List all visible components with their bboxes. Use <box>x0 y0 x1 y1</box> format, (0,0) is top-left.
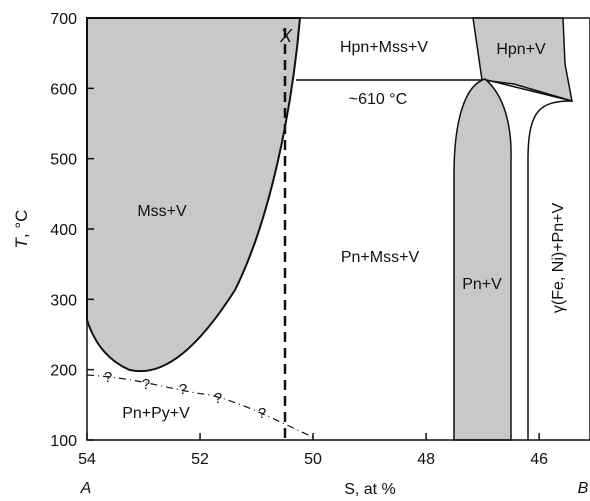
x-axis-label: S, at % <box>344 481 396 496</box>
line-pn-v-to-gamma <box>486 79 573 102</box>
temperature-610-label: ~610 °C <box>349 91 407 108</box>
region-label-hpn-v: Hpn+V <box>496 41 546 58</box>
x-tick-label: 48 <box>417 451 435 468</box>
x-axis-end-label-b: B <box>578 480 589 496</box>
region-mss-v-area <box>86 17 302 373</box>
region-pn-v-area <box>453 78 512 441</box>
x-axis-ticks: 54 52 50 48 46 <box>78 433 548 468</box>
line-gamma-boundary <box>527 100 573 440</box>
y-axis-label-symbol: T <box>12 236 31 248</box>
y-tick-label: 400 <box>50 222 77 239</box>
line-pn-py-boundary <box>86 374 316 439</box>
y-axis-label: T, °C <box>12 210 31 249</box>
region-label-pn-v: Pn+V <box>462 276 502 293</box>
x-tick-label: 46 <box>530 451 548 468</box>
y-axis-label-unit: , °C <box>12 210 31 239</box>
question-mark: ? <box>142 376 150 393</box>
x-tick-label: 50 <box>304 451 322 468</box>
region-label-gamma: γ(Fe, Ni)+Pn+V <box>550 203 567 314</box>
x-tick-label: 54 <box>78 451 96 468</box>
y-tick-label: 300 <box>50 292 77 309</box>
question-mark: ? <box>214 390 222 407</box>
y-tick-label: 700 <box>50 11 77 28</box>
x-axis-end-label-a: A <box>80 480 92 496</box>
region-label-pn-py-v: Pn+Py+V <box>122 405 190 422</box>
region-label-pn-mss-v: Pn+Mss+V <box>341 249 420 266</box>
y-tick-label: 100 <box>50 433 77 450</box>
y-tick-label: 500 <box>50 152 77 169</box>
question-mark: ? <box>179 381 187 398</box>
x-tick-label: 52 <box>191 451 209 468</box>
region-label-mss-v: Mss+V <box>137 203 187 220</box>
question-mark: ? <box>104 369 112 386</box>
y-axis-ticks: 700 600 500 400 300 200 100 <box>50 11 94 450</box>
region-label-hpn-mss-v: Hpn+Mss+V <box>340 39 428 56</box>
y-tick-label: 600 <box>50 81 77 98</box>
y-tick-label: 200 <box>50 363 77 380</box>
question-mark: ? <box>258 405 266 422</box>
point-x-label: X <box>279 26 293 46</box>
